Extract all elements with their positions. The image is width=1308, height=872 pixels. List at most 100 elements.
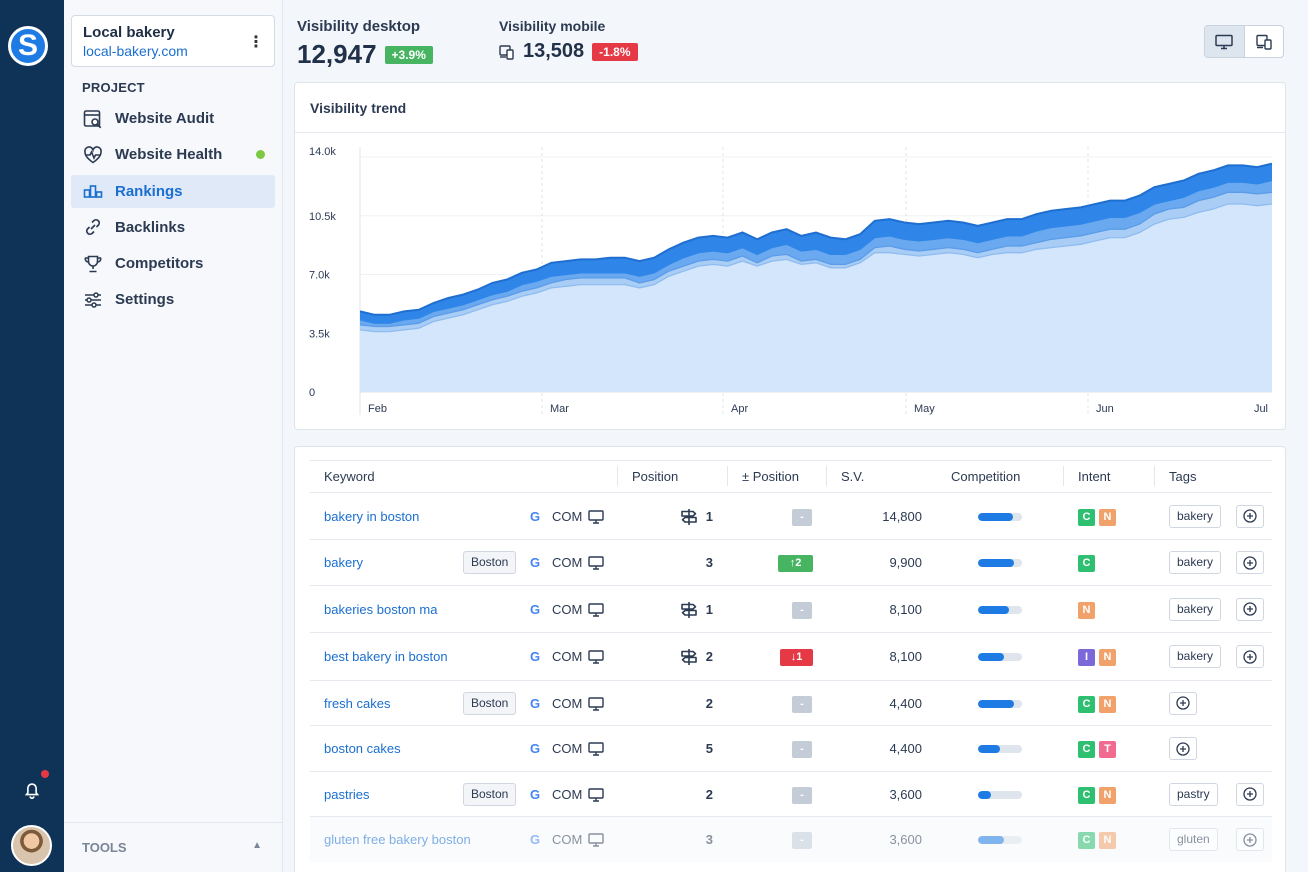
keyword-link[interactable]: bakery in boston: [324, 508, 420, 524]
mobile-toggle-button[interactable]: [1245, 26, 1284, 57]
position-change-badge: -: [792, 508, 812, 526]
more-options-icon[interactable]: ⋮: [248, 34, 264, 51]
intent-badge: C: [1078, 741, 1095, 758]
chart-series-line: [359, 179, 1273, 324]
position-change-badge: -: [792, 741, 812, 758]
position-change-badge: -: [792, 601, 812, 619]
tag-chip[interactable]: pastry: [1169, 782, 1218, 806]
desktop-icon: [588, 833, 604, 847]
intent-badge: I: [1078, 649, 1095, 666]
add-tag-button[interactable]: [1169, 737, 1197, 760]
tag-chip[interactable]: bakery: [1169, 597, 1222, 621]
sidebar-item-rankings[interactable]: Rankings: [71, 174, 275, 208]
google-icon: G: [530, 741, 541, 756]
table-row[interactable]: boston cakes G COM 5 - 4,400 C T: [310, 725, 1272, 771]
google-icon: G: [530, 695, 541, 711]
intent-badge: N: [1099, 832, 1116, 849]
column-header-competition[interactable]: Competition: [951, 469, 1021, 484]
competition-bar-fill: [978, 699, 1015, 708]
column-header-keyword[interactable]: Keyword: [324, 469, 375, 484]
keyword-link[interactable]: gluten free bakery boston: [324, 832, 471, 847]
add-tag-button[interactable]: [1236, 645, 1264, 668]
metric-delta-badge: +3.9%: [384, 45, 433, 64]
competition-bar: [978, 559, 1022, 567]
device-toggle: [1204, 25, 1284, 58]
position-value: 1: [705, 508, 713, 524]
plus-circle-icon: [1176, 741, 1190, 756]
position-change-badge: -: [792, 832, 812, 849]
add-tag-button[interactable]: [1169, 691, 1197, 715]
competition-bar: [978, 512, 1022, 521]
column-header-delta-position[interactable]: ± Position: [742, 469, 799, 484]
chart-x-tick-label: Mar: [550, 403, 569, 415]
table-row[interactable]: fresh cakes Boston G COM 2 - 4,400 C N: [310, 680, 1272, 725]
divider: [826, 466, 827, 486]
search-volume-value: 8,100: [889, 601, 922, 617]
search-volume-value: 14,800: [882, 508, 922, 524]
domain-label: COM: [552, 741, 583, 756]
audit-icon: [83, 109, 103, 129]
sidebar-item-website-audit[interactable]: Website Audit: [71, 102, 275, 135]
sidebar-item-backlinks[interactable]: Backlinks: [71, 211, 275, 244]
keyword-link[interactable]: best bakery in boston: [324, 649, 448, 664]
desktop-toggle-button[interactable]: [1205, 26, 1245, 57]
sidebar-item-label: Rankings: [115, 182, 183, 200]
column-header-intent[interactable]: Intent: [1078, 469, 1111, 484]
position-change-badge: ↑2: [778, 555, 813, 572]
metric-visibility-desktop: Visibility desktop 12,947 +3.9%: [297, 18, 433, 70]
keyword-link[interactable]: bakery: [324, 555, 364, 570]
location-badge: Boston: [463, 551, 517, 574]
avatar[interactable]: [11, 825, 52, 866]
keyword-link[interactable]: boston cakes: [324, 741, 401, 756]
keyword-link[interactable]: bakeries boston ma: [324, 601, 438, 617]
competition-bar-fill: [978, 559, 1015, 567]
intent-badge: C: [1078, 832, 1095, 849]
google-icon: G: [530, 508, 541, 524]
tools-section[interactable]: TOOLS ▲: [64, 822, 282, 872]
tag-chip[interactable]: gluten: [1169, 828, 1218, 851]
sidebar-item-website-health[interactable]: Website Health: [71, 138, 275, 171]
column-header-search-volume[interactable]: S.V.: [841, 469, 865, 484]
tag-chip[interactable]: bakery: [1169, 504, 1222, 528]
tag-chip[interactable]: bakery: [1169, 551, 1222, 574]
divider: [1063, 466, 1064, 486]
serp-feature-icon[interactable]: [680, 601, 698, 619]
column-header-tags[interactable]: Tags: [1169, 469, 1197, 484]
sidebar-item-competitors[interactable]: Competitors: [71, 247, 275, 280]
visibility-trend-chart[interactable]: 14.0k 10.5k 7.0k 3.5k 0 Feb Mar Apr May Jun Jul: [295, 83, 1287, 431]
devices-icon: [1256, 34, 1272, 50]
plus-circle-icon: [1243, 602, 1257, 616]
app-rail: S: [0, 0, 64, 872]
intent-badge: C: [1078, 508, 1095, 526]
serp-feature-icon[interactable]: [680, 648, 698, 666]
tag-chip[interactable]: bakery: [1169, 645, 1222, 668]
bell-icon[interactable]: [21, 779, 43, 801]
add-tag-button[interactable]: [1236, 504, 1264, 528]
add-tag-button[interactable]: [1236, 782, 1264, 806]
devices-icon: [499, 44, 514, 60]
add-tag-button[interactable]: [1236, 551, 1264, 574]
project-url[interactable]: local-bakery.com: [83, 43, 188, 59]
column-header-position[interactable]: Position: [632, 469, 679, 484]
keyword-link[interactable]: pastries: [324, 786, 370, 802]
project-switcher[interactable]: Local bakery local-bakery.com ⋮: [71, 15, 275, 67]
keyword-link[interactable]: fresh cakes: [324, 695, 391, 711]
serp-feature-icon[interactable]: [680, 508, 698, 526]
domain-label: COM: [552, 601, 583, 617]
add-tag-button[interactable]: [1236, 597, 1264, 621]
add-tag-button[interactable]: [1236, 828, 1264, 851]
position-value: 5: [705, 741, 713, 756]
chart-y-tick-label: 7.0k: [309, 270, 330, 282]
caret-up-icon: ▲: [252, 840, 262, 851]
app-logo[interactable]: S: [8, 26, 48, 66]
chart-series-line: [359, 203, 1273, 333]
position-value: 2: [705, 649, 713, 664]
sidebar-item-settings[interactable]: Settings: [71, 283, 275, 316]
desktop-icon: [1215, 34, 1233, 49]
